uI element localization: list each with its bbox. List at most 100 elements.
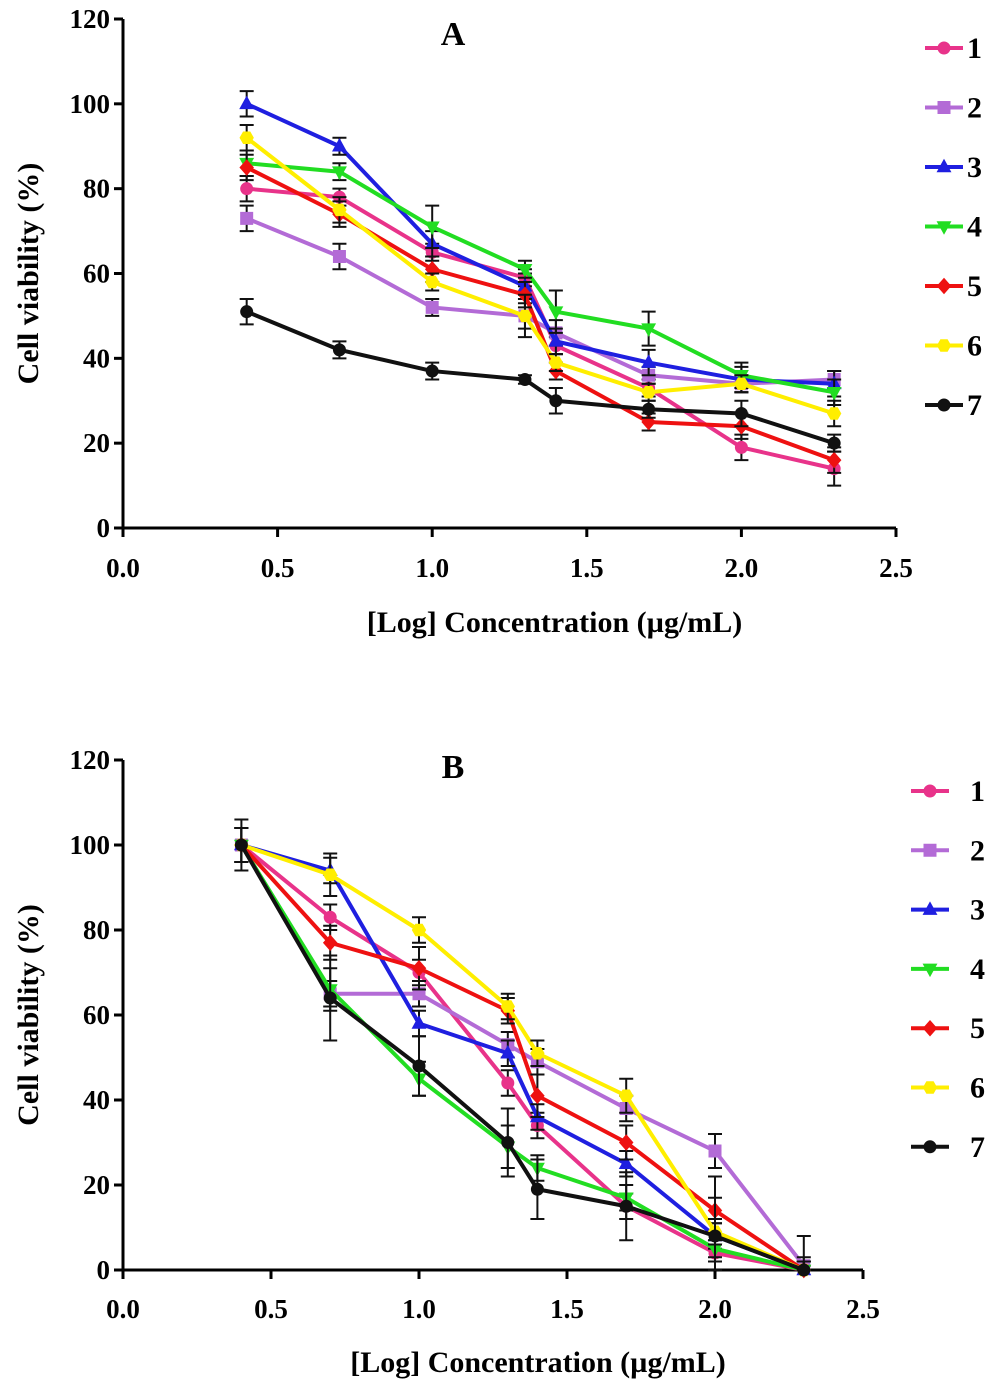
x-axis-title: [Log] Concentration (µg/mL) [350,1346,726,1379]
legend-label: 3 [970,894,985,927]
data-point [708,1144,722,1158]
legend-item-1: 1 [911,775,985,808]
x-tick-label: 2.5 [879,553,913,583]
y-tick-label: 60 [83,259,110,289]
data-point [500,1000,515,1013]
data-point [425,300,439,314]
legend-item-6: 6 [911,1072,985,1105]
data-point [641,386,656,399]
y-tick-label: 40 [83,1085,110,1115]
y-tick-label: 120 [70,745,111,775]
legend-label: 5 [967,270,982,303]
series-line [246,161,835,395]
legend-item-5: 5 [925,270,982,303]
y-tick-label: 80 [83,174,110,204]
panel-label: B [442,749,465,786]
data-point [548,356,564,369]
x-tick-label: 0.0 [106,553,140,583]
y-tick-label: 0 [97,513,111,543]
series-2 [239,204,842,394]
data-point [619,1089,634,1102]
data-point [501,1076,515,1090]
legend-item-7: 7 [925,389,982,422]
legend-item-4: 4 [925,211,982,244]
x-tick-label: 1.0 [402,1294,436,1324]
y-axis-title: Cell viability (%) [12,163,45,385]
data-point [548,306,564,320]
series-line [239,843,805,1272]
series-3 [239,90,842,398]
legend-marker [923,843,937,857]
legend-item-2: 2 [911,834,985,867]
legend-label: 4 [970,953,985,986]
panel-label: A [441,16,466,53]
y-axis-title: Cell viability (%) [12,904,45,1126]
series-line [239,843,805,1272]
x-tick-label: 1.5 [570,553,604,583]
series-line [240,843,805,1272]
data-point [412,987,426,1001]
data-point [424,221,440,236]
data-point [517,309,533,323]
legend-marker [937,101,951,114]
y-tick-label: 40 [83,343,110,373]
legend-marker [922,901,938,915]
legend-label: 7 [970,1131,985,1164]
y-tick-label: 60 [83,1000,110,1030]
legend-label: 2 [967,92,982,125]
data-point [411,1015,427,1029]
data-point [530,1087,545,1105]
data-point [332,250,346,264]
data-point [412,1059,426,1073]
data-point [530,1047,545,1060]
legend-marker [937,41,951,55]
data-point [641,354,657,368]
series-line [245,309,835,446]
legend-label: 6 [970,1072,985,1105]
data-point [332,343,346,357]
x-tick-label: 2.5 [846,1294,880,1324]
data-point [332,203,347,217]
data-point [323,910,337,924]
legend-marker [923,784,937,798]
legend-marker [922,1081,938,1094]
legend-marker [936,339,952,352]
chart-panel-b: 0.0 0.5 1.0 1.5 2.0 2.5 0 20 40 60 80 100 120 B [Log] … [12,745,985,1379]
legend-label: 1 [967,32,982,65]
data-point [708,1229,722,1243]
data-point [826,451,842,469]
legend-label: 6 [967,330,982,363]
data-point [425,275,440,289]
data-point [642,402,656,416]
y-tick-label: 100 [70,830,111,860]
data-point [322,934,338,952]
series-5 [234,827,812,1279]
legend-item-3: 3 [911,894,985,927]
legend-label: 4 [967,211,982,244]
data-point [826,407,842,420]
y-tick-label: 120 [70,4,111,34]
series-4 [239,149,842,406]
legend-label: 1 [970,775,985,808]
data-point [331,138,347,152]
data-point [549,394,563,408]
y-tick-label: 100 [70,89,111,119]
legend-item-2: 2 [925,92,982,125]
x-tick-label: 1.5 [550,1294,584,1324]
x-tick-label: 1.0 [415,553,449,583]
series-line [239,843,805,1272]
legend-marker [936,221,952,235]
legend-label: 2 [970,834,985,867]
series-line [245,216,835,386]
legend-marker [936,277,952,295]
data-point [797,1263,811,1277]
x-tick-label: 0.5 [254,1294,288,1324]
x-tick-label: 0.0 [106,1294,140,1324]
legend-marker [937,398,951,412]
data-point [734,377,749,390]
series-line [240,843,805,1272]
y-tick-label: 80 [83,915,110,945]
legend-item-4: 4 [911,953,985,986]
data-point [239,159,254,176]
